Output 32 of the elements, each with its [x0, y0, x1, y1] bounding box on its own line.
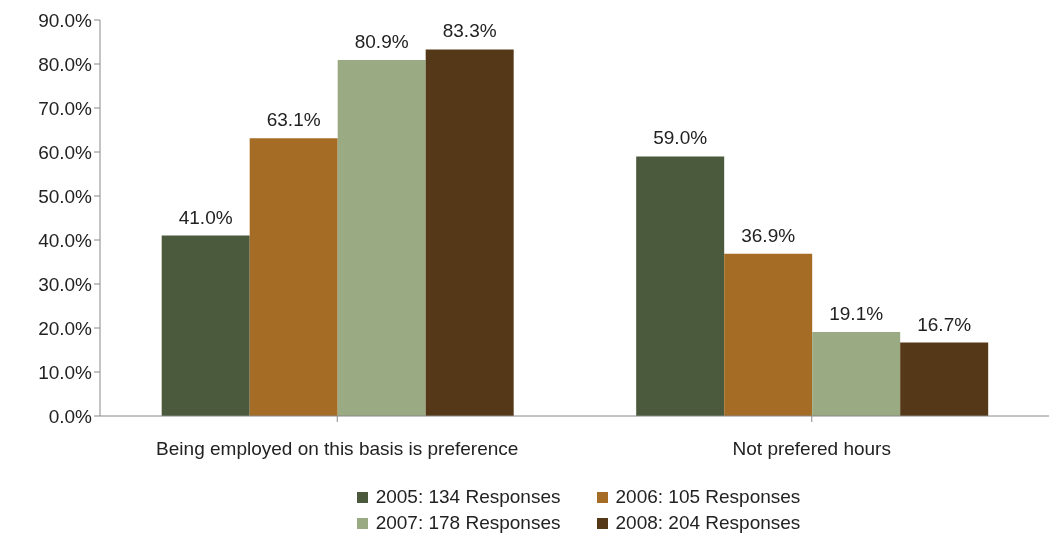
bar [636, 156, 725, 416]
legend-label: 2008: 204 Responses [615, 512, 801, 534]
legend-label: 2006: 105 Responses [615, 486, 801, 508]
data-label: 59.0% [653, 127, 708, 149]
y-tick-label: 60.0% [38, 141, 93, 163]
y-tick-label: 50.0% [38, 185, 93, 207]
y-tick-label: 90.0% [38, 9, 93, 31]
data-label: 36.9% [741, 224, 796, 246]
data-label: 19.1% [829, 302, 884, 324]
data-label: 83.3% [442, 20, 497, 42]
data-label: 16.7% [917, 313, 972, 335]
bar [337, 60, 426, 416]
data-label: 63.1% [266, 109, 321, 131]
data-label: 80.9% [354, 31, 409, 53]
y-tick-label: 80.0% [38, 53, 93, 75]
y-tick-label: 40.0% [38, 229, 93, 251]
bar [812, 331, 901, 416]
y-tick-label: 30.0% [38, 273, 93, 295]
bar [724, 253, 813, 416]
legend-label: 2007: 178 Responses [375, 512, 561, 534]
y-tick-label: 10.0% [38, 361, 93, 383]
bar [161, 235, 250, 416]
bar [900, 342, 989, 416]
y-tick-label: 20.0% [38, 317, 93, 339]
legend-label: 2005: 134 Responses [375, 486, 561, 508]
bar [425, 49, 514, 416]
y-tick-label: 0.0% [48, 405, 93, 427]
bar [249, 138, 338, 416]
x-tick-label: Not prefered hours [732, 438, 891, 460]
data-label: 41.0% [178, 206, 233, 228]
x-tick-label: Being employed on this basis is preference [156, 438, 519, 460]
y-tick-label: 70.0% [38, 97, 93, 119]
